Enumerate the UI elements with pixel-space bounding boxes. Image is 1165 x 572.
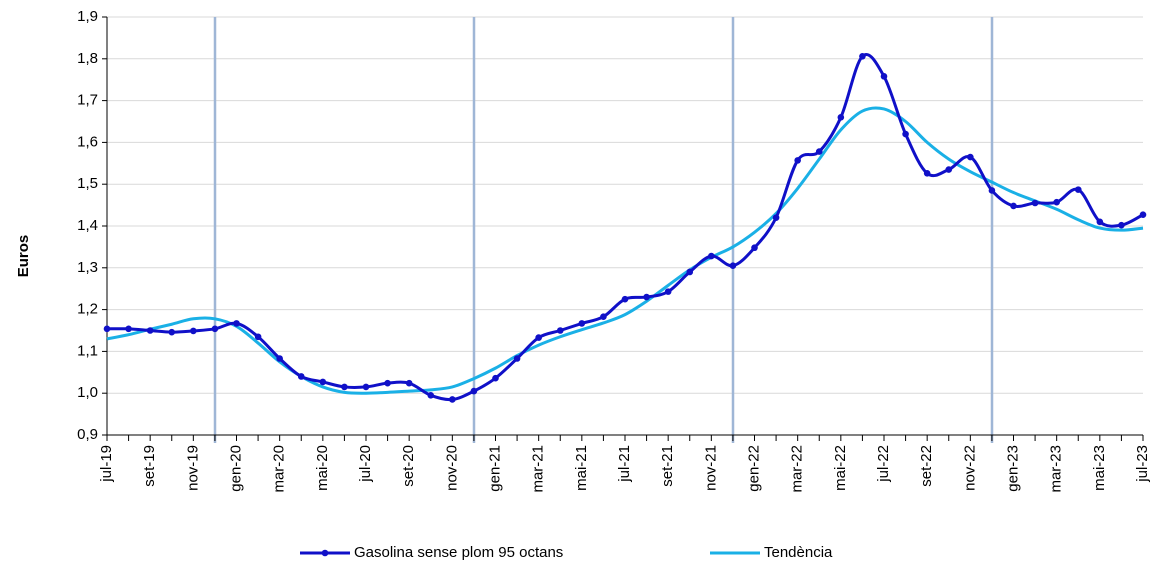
point xyxy=(276,355,283,362)
point xyxy=(427,391,435,399)
point xyxy=(190,327,197,335)
point xyxy=(1118,221,1125,229)
x-tick-label: mai-22 xyxy=(832,445,849,491)
point xyxy=(492,374,499,382)
x-tick-label: mai-23 xyxy=(1091,445,1108,491)
point xyxy=(556,327,564,334)
x-tick-label: nov-21 xyxy=(702,445,719,491)
x-tick-label: set-19 xyxy=(141,445,158,487)
point xyxy=(233,320,240,327)
point xyxy=(319,378,327,386)
x-tick-label: jul-22 xyxy=(875,445,892,483)
x-tick-label: jul-20 xyxy=(357,445,374,483)
legend-label: Tendència xyxy=(764,544,833,561)
point xyxy=(729,262,737,270)
y-tick-label: 1,9 xyxy=(77,8,98,25)
y-tick-label: 1,6 xyxy=(77,133,98,150)
point xyxy=(837,114,845,121)
point xyxy=(341,383,348,391)
x-tick-label: mar-22 xyxy=(789,445,806,493)
y-tick-label: 1,4 xyxy=(77,217,98,234)
x-tick-label: mai-21 xyxy=(573,445,590,491)
point xyxy=(859,52,866,60)
point xyxy=(103,325,111,333)
point xyxy=(794,157,801,164)
point xyxy=(664,288,672,295)
point xyxy=(297,373,305,380)
point xyxy=(405,379,413,387)
y-tick-label: 0,9 xyxy=(77,426,98,443)
x-tick-label: jul-19 xyxy=(98,445,115,483)
point xyxy=(708,252,715,260)
point xyxy=(621,295,629,303)
x-tick-label: nov-19 xyxy=(184,445,201,491)
point xyxy=(600,313,607,321)
point xyxy=(535,334,542,341)
point xyxy=(1096,218,1104,226)
x-tick-label: nov-20 xyxy=(443,445,460,491)
y-tick-label: 1,3 xyxy=(77,259,98,276)
x-tick-label: gen-23 xyxy=(1004,445,1021,492)
point xyxy=(1053,198,1060,206)
y-tick-label: 1,5 xyxy=(77,175,98,192)
x-tick-label: jul-21 xyxy=(616,445,633,483)
x-tick-label: mar-20 xyxy=(271,445,288,493)
point xyxy=(988,187,996,194)
point xyxy=(923,170,931,177)
x-tick-label: mar-21 xyxy=(530,445,547,493)
year-separators xyxy=(213,17,994,443)
y-tick-label: 1,2 xyxy=(77,301,98,318)
point xyxy=(146,327,154,334)
point xyxy=(1139,211,1147,219)
grid xyxy=(107,16,1143,436)
x-tick-label: gen-20 xyxy=(227,445,244,492)
point xyxy=(902,130,909,138)
point xyxy=(168,328,176,336)
x-tick-label: set-22 xyxy=(918,445,935,487)
x-tick-label: mai-20 xyxy=(314,445,331,491)
x-tick-label: jul-23 xyxy=(1134,445,1151,483)
y-tick-label: 1,0 xyxy=(77,384,98,401)
point xyxy=(449,396,456,403)
point xyxy=(1010,202,1017,210)
x-tick-label: set-20 xyxy=(400,445,417,487)
point xyxy=(125,325,132,333)
x-tick-label: mar-23 xyxy=(1048,445,1065,493)
point xyxy=(815,148,823,155)
point xyxy=(643,293,650,301)
point xyxy=(772,214,780,221)
x-tick-label: nov-22 xyxy=(961,445,978,491)
point xyxy=(513,355,521,362)
point xyxy=(945,166,953,173)
legend-marker xyxy=(321,549,329,557)
point xyxy=(578,320,586,327)
series-line xyxy=(106,106,1144,395)
point xyxy=(880,73,888,80)
point xyxy=(751,244,758,252)
point xyxy=(384,379,391,387)
point xyxy=(362,383,370,391)
point xyxy=(1031,199,1039,207)
point xyxy=(470,387,478,395)
point xyxy=(211,325,219,333)
point xyxy=(967,153,974,161)
x-tick-label: gen-22 xyxy=(745,445,762,492)
y-tick-label: 1,1 xyxy=(77,342,98,359)
x-tick-label: gen-21 xyxy=(486,445,503,492)
point xyxy=(686,268,694,276)
y-axis-label: Euros xyxy=(15,235,32,278)
point xyxy=(254,333,262,341)
legend-label: Gasolina sense plom 95 octans xyxy=(354,544,563,561)
point xyxy=(1074,186,1082,193)
x-tick-label: set-21 xyxy=(659,445,676,487)
y-tick-label: 1,7 xyxy=(77,92,98,109)
y-tick-label: 1,8 xyxy=(77,50,98,67)
